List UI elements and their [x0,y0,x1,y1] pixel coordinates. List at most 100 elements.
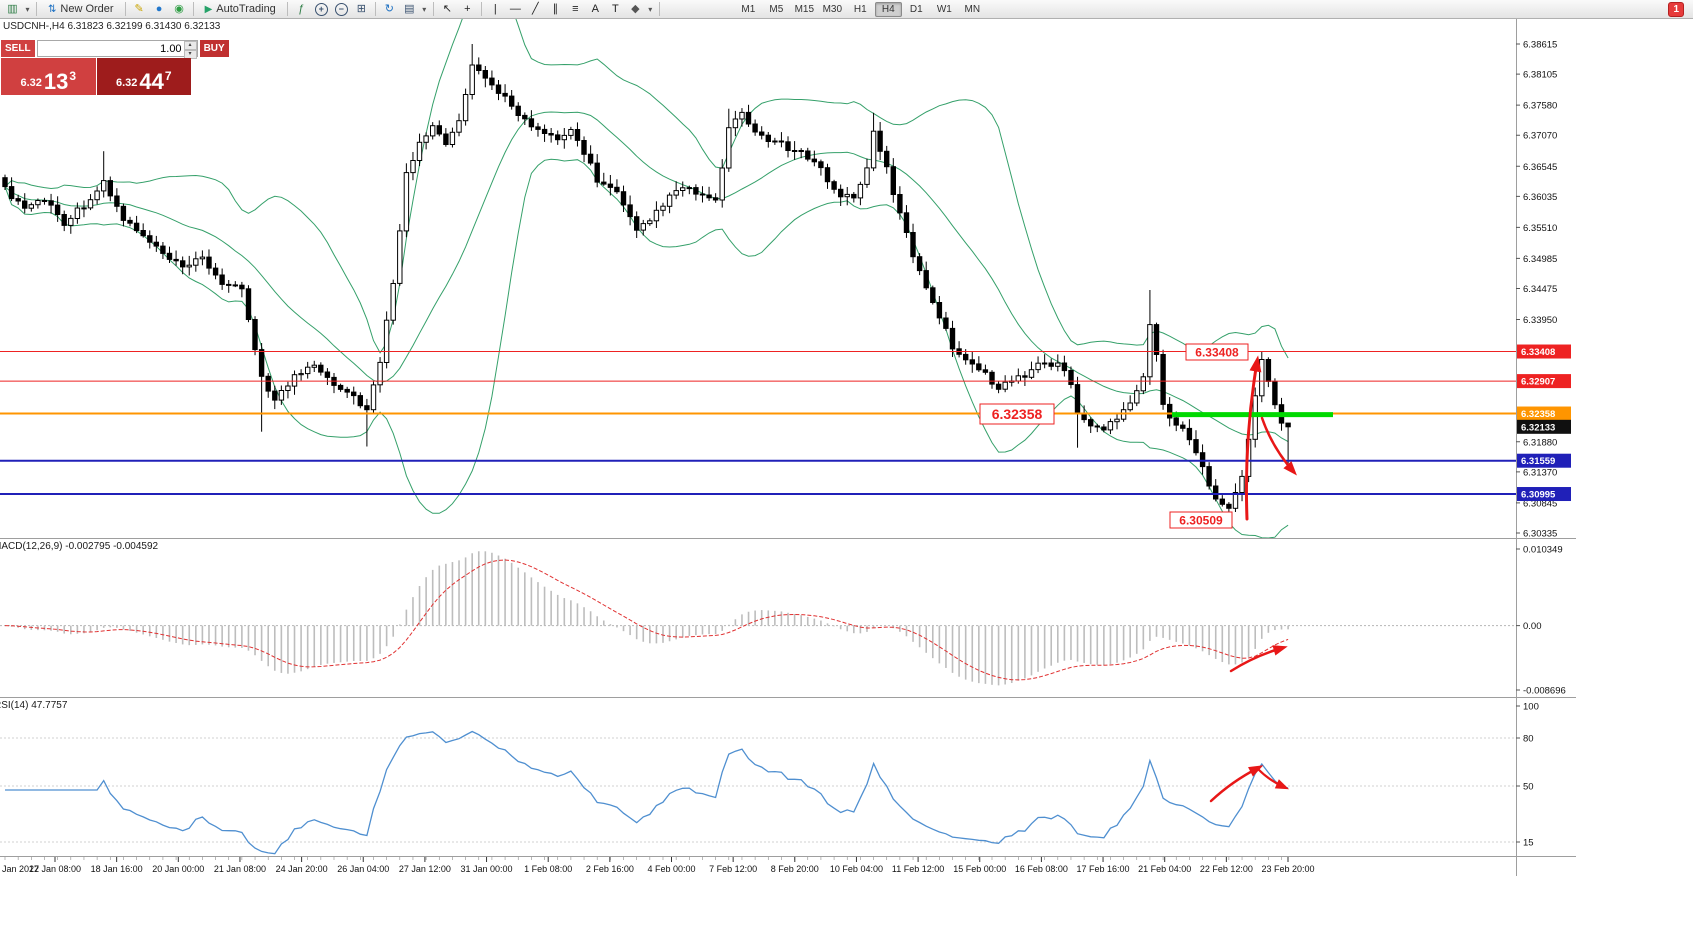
timeframe-button-d1[interactable]: D1 [909,3,923,15]
metaeditor-icon[interactable]: ✎ [134,2,144,15]
toolbar-separator [36,2,37,16]
buy-price-pips: 44 [139,69,164,94]
buy-label-button[interactable]: BUY [199,40,229,57]
toolbar-separator [124,2,126,16]
sell-label-button[interactable]: SELL [1,40,35,57]
zoom-out-icon-glyph: − [334,2,348,16]
toolbar-separator [192,2,194,16]
arrow-head [1272,645,1288,656]
svg-text:6.33408: 6.33408 [1521,347,1555,358]
macd-label: MACD(12,26,9) -0.002795 -0.004592 [0,541,159,552]
autotrading-button-label: AutoTrading [216,3,276,15]
cursor-icon[interactable]: ↖ [442,2,452,15]
timeframe-button-h1[interactable]: H1 [853,3,867,15]
timeframe-button-mn[interactable]: MN [964,3,981,15]
sell-price-prefix: 6.32 [20,77,42,89]
svg-text:15: 15 [1523,838,1534,849]
svg-text:15 Feb 00:00: 15 Feb 00:00 [953,864,1006,874]
buy-button[interactable]: 6.32 44 7 [96,58,191,95]
chart-type-caret[interactable]: ▾ [422,4,427,14]
svg-text:6.38615: 6.38615 [1523,40,1557,51]
svg-text:6.30335: 6.30335 [1523,529,1557,540]
one-click-trading-panel: SELL ▴ ▾ BUY 6.32 13 3 6.32 44 7 [1,40,229,95]
arrow-head [1249,355,1262,373]
volume-up-button[interactable]: ▴ [183,41,197,50]
svg-text:6.32358: 6.32358 [992,406,1043,422]
timeframe-button-h4[interactable]: H4 [874,1,902,17]
chart-objects [0,351,1516,496]
zoom-out-icon[interactable]: − [332,1,351,18]
toolbar-separator [374,2,376,16]
bollinger-bands [4,19,1289,538]
svg-text:8 Feb 20:00: 8 Feb 20:00 [771,864,819,874]
svg-text:10 Feb 04:00: 10 Feb 04:00 [830,864,883,874]
svg-text:6.38105: 6.38105 [1523,70,1557,81]
chart-type-icon[interactable]: ▤ [404,2,415,15]
svg-text:1 Feb 08:00: 1 Feb 08:00 [524,864,572,874]
label-icon[interactable]: T [611,2,619,15]
autotrading-button[interactable]: ▶ AutoTrading [198,1,283,18]
tile-windows-icon[interactable]: ⊞ [356,2,366,15]
svg-text:6.34985: 6.34985 [1523,254,1557,265]
panel-frame [0,19,1576,876]
svg-text:Jan 2022: Jan 2022 [2,864,39,874]
channel-icon[interactable]: ∥ [552,2,559,15]
refresh-icon[interactable]: ↻ [384,2,394,15]
toolbar-separator [658,2,660,16]
svg-text:6.36035: 6.36035 [1523,192,1557,203]
svg-text:6.31559: 6.31559 [1521,456,1555,467]
arrow-object[interactable] [1244,360,1259,521]
volume-input[interactable] [37,41,184,56]
svg-text:6.32358: 6.32358 [1521,409,1555,420]
notifications-badge[interactable]: 1 [1668,2,1684,17]
vertical-line-icon[interactable]: | [493,2,497,15]
new-order-button[interactable]: ⇅ New Order [41,1,121,18]
price-callout[interactable] [1169,511,1233,529]
trendline-icon[interactable]: ╱ [532,2,539,15]
sounds-icon[interactable]: ● [155,2,163,15]
svg-text:16 Feb 08:00: 16 Feb 08:00 [1015,864,1068,874]
toolbar-separator [286,2,288,16]
svg-text:2 Feb 16:00: 2 Feb 16:00 [586,864,634,874]
svg-text:6.34475: 6.34475 [1523,284,1557,295]
shapes-icon[interactable]: ◆ [631,2,640,15]
svg-text:18 Jan 16:00: 18 Jan 16:00 [91,864,143,874]
rsi-label: RSI(14) 47.7757 [0,700,68,711]
svg-text:22 Feb 12:00: 22 Feb 12:00 [1200,864,1253,874]
timeframe-button-m15[interactable]: M15 [794,3,815,15]
crosshair-icon[interactable]: + [464,2,471,15]
new-chart-icon[interactable]: ▥ [7,2,18,15]
price-scale[interactable]: 6.38615 6.38105 6.37580 6.37070 6.36545 6.360… [1516,40,1571,849]
sell-price-pips: 13 [43,69,69,94]
svg-text:0.00: 0.00 [1523,621,1542,632]
fibonacci-icon[interactable]: ≡ [572,2,579,15]
horizontal-line-icon[interactable]: — [509,2,521,15]
arrow-head [1248,765,1264,777]
sell-button[interactable]: 6.32 13 3 [1,58,96,95]
svg-text:6.36545: 6.36545 [1523,162,1557,173]
arrow-head [1283,461,1297,476]
autotrading-play-icon: ▶ [204,3,213,15]
indicators-icon[interactable]: ƒ [298,2,305,15]
shapes-caret[interactable]: ▾ [648,4,653,14]
timeframe-button-m5[interactable]: M5 [769,3,784,15]
svg-text:6.33950: 6.33950 [1523,315,1557,326]
new-order-button-label: New Order [60,3,114,15]
svg-text:6.30509: 6.30509 [1179,513,1223,527]
svg-text:6.30995: 6.30995 [1521,490,1556,501]
price-callout[interactable] [1185,343,1249,361]
arrow-head [1274,779,1290,790]
timeframe-button-w1[interactable]: W1 [936,3,952,15]
price-callout[interactable] [979,403,1055,425]
zoom-in-icon[interactable]: + [312,1,331,18]
zoom-in-icon-glyph: + [314,2,328,16]
svg-text:23 Feb 20:00: 23 Feb 20:00 [1261,864,1314,874]
timeframe-button-m30[interactable]: M30 [822,3,843,15]
new-chart-caret[interactable]: ▾ [25,4,30,14]
timeframe-button-m1[interactable]: M1 [741,3,756,15]
record-icon[interactable]: ◉ [174,2,184,15]
text-icon[interactable]: A [591,2,599,15]
